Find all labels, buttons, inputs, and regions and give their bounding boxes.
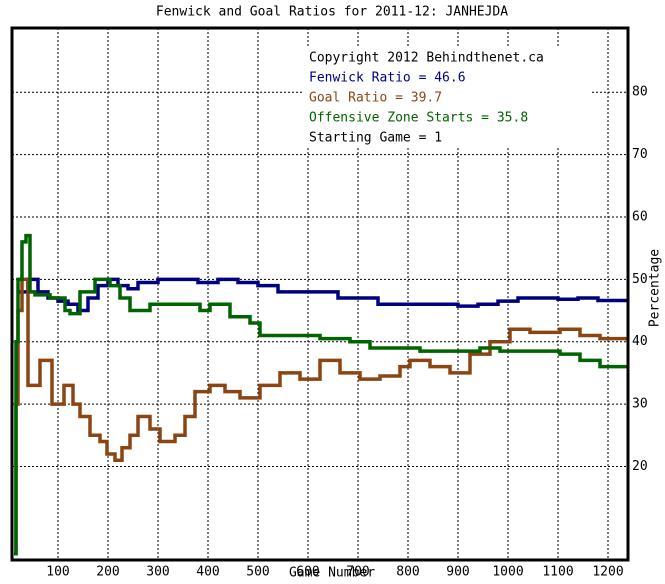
x-tick-label: 800: [396, 565, 419, 580]
y-tick-label: 70: [632, 147, 648, 162]
x-tick-label: 200: [96, 565, 119, 580]
x-tick-label: 500: [246, 565, 269, 580]
x-tick-label: 400: [196, 565, 219, 580]
x-tick-label: 1000: [492, 565, 523, 580]
plot-lines: [14, 233, 628, 556]
legend-entry: Offensive Zone Starts = 35.8: [309, 111, 528, 126]
y-tick-label: 60: [632, 209, 648, 224]
x-tick-label: 1100: [542, 565, 573, 580]
series-line: [18, 277, 628, 313]
y-tick-label: 20: [632, 459, 648, 474]
x-axis-label: Game Number: [289, 566, 375, 581]
chart-title: Fenwick and Goal Ratios for 2011-12: JAN…: [156, 5, 508, 20]
y-tick-label: 80: [632, 85, 648, 100]
y-tick-label: 50: [632, 272, 648, 287]
y-tick-label: 40: [632, 334, 648, 349]
y-axis-label: Percentage: [648, 249, 663, 327]
plot-border: [10, 26, 630, 562]
x-tick-label: 900: [446, 565, 469, 580]
series-line: [14, 233, 628, 556]
legend-entry: Goal Ratio = 39.7: [309, 91, 442, 106]
legend-entry: Fenwick Ratio = 46.6: [309, 71, 466, 86]
x-tick-label: 600: [296, 565, 319, 580]
x-tick-label: 300: [146, 565, 169, 580]
annotation: Starting Game = 1: [309, 131, 442, 146]
x-tick-label: 700: [346, 565, 369, 580]
annotation: Copyright 2012 Behindthenet.ca: [309, 51, 544, 66]
y-tick-label: 30: [632, 397, 648, 412]
legend-box: [304, 46, 590, 148]
x-tick-label: 100: [46, 565, 69, 580]
x-tick-label: 1200: [592, 565, 623, 580]
series-line: [14, 277, 628, 556]
